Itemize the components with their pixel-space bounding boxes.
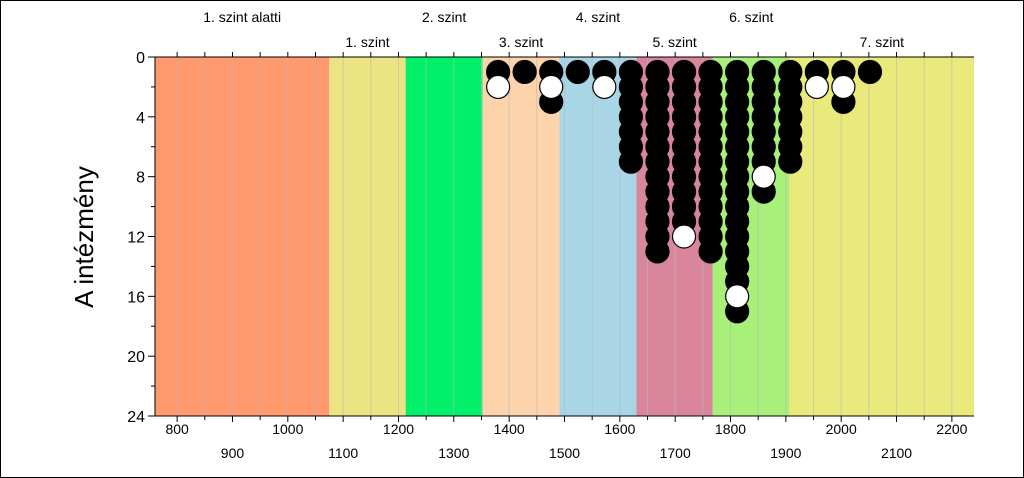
y-tick-label: 16 — [127, 289, 145, 306]
white-point — [592, 74, 617, 100]
level-band-1 — [155, 57, 330, 416]
level-label-4: 3. szint — [499, 34, 543, 50]
level-label-6: 5. szint — [652, 34, 696, 50]
data-points — [485, 59, 883, 324]
level-labels: 1. szint alatti 1. szint 2. szint 3. szint 4… — [203, 9, 904, 50]
level-band-7 — [712, 57, 790, 416]
x-tick-label: 1500 — [549, 445, 580, 461]
black-point — [778, 149, 803, 174]
level-label-2: 1. szint — [345, 34, 389, 50]
level-label-8: 7. szint — [860, 34, 904, 50]
x-tick-label: 1300 — [438, 445, 469, 461]
white-point — [831, 74, 856, 100]
white-point — [804, 74, 829, 100]
x-tick-label: 900 — [221, 445, 245, 461]
level-band-2 — [329, 57, 406, 416]
black-point — [857, 59, 883, 85]
x-tick-label: 1400 — [494, 421, 525, 437]
white-point — [539, 74, 564, 100]
level-label-7: 6. szint — [729, 9, 773, 25]
black-point — [565, 59, 590, 85]
x-tick-label: 1900 — [770, 445, 801, 461]
black-point — [618, 149, 644, 174]
level-band-3 — [405, 57, 483, 416]
gridlines — [176, 57, 953, 416]
white-point — [485, 74, 511, 100]
y-tick-label: 8 — [136, 170, 145, 187]
black-point — [698, 239, 723, 264]
x-tick-label: 2200 — [936, 421, 967, 437]
level-label-3: 2. szint — [422, 9, 466, 25]
y-axis-label: A intézmény — [69, 166, 99, 308]
x-tick-label: 1700 — [660, 445, 691, 461]
x-tick-label: 2000 — [826, 421, 857, 437]
level-label-1: 1. szint alatti — [203, 9, 281, 25]
x-tick-label: 2100 — [881, 445, 912, 461]
x-tick-label: 800 — [165, 421, 189, 437]
y-tick-label: 4 — [136, 110, 145, 127]
level-band-8 — [789, 57, 974, 416]
black-point — [645, 239, 670, 264]
axes: 800 1000 1200 1400 1600 1800 2000 2200 900 1100 13… — [127, 50, 974, 461]
y-tick-label: 24 — [127, 409, 145, 426]
level-band-4 — [482, 57, 560, 416]
black-point — [512, 59, 537, 85]
x-tick-label: 1200 — [383, 421, 414, 437]
x-tick-label: 1800 — [715, 421, 746, 437]
white-point — [725, 284, 750, 309]
y-tick-label: 0 — [136, 50, 145, 67]
y-tick-label: 20 — [127, 349, 145, 366]
white-point — [671, 224, 697, 249]
x-tick-label: 1600 — [604, 421, 635, 437]
x-tick-label: 1000 — [272, 421, 303, 437]
y-tick-label: 12 — [127, 230, 145, 247]
x-tick-label: 1100 — [328, 445, 358, 461]
level-label-5: 4. szint — [576, 9, 620, 25]
white-point — [751, 164, 776, 189]
